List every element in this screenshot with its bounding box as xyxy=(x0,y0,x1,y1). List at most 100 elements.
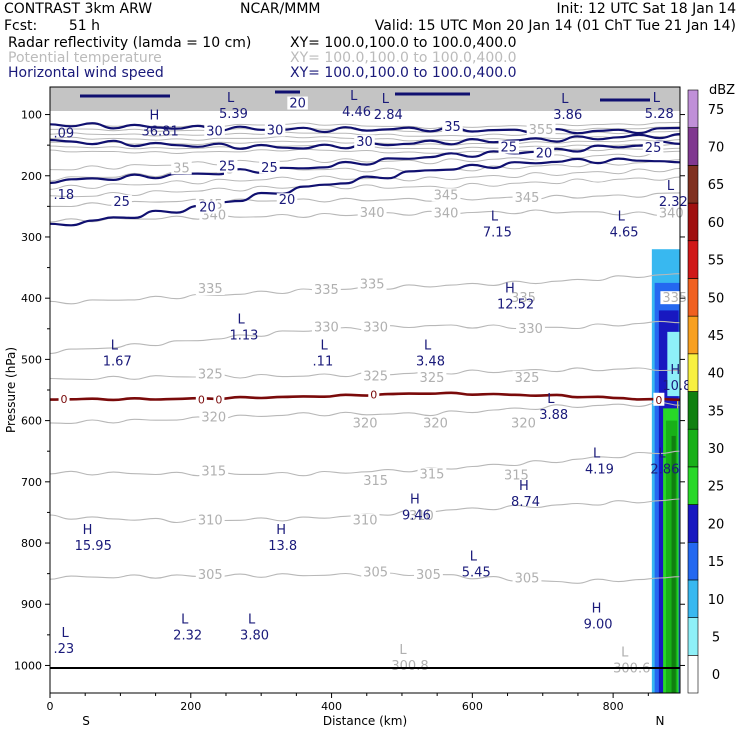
extremum-value: 1.13 xyxy=(229,329,258,344)
colorbar-level-label: 45 xyxy=(708,329,725,344)
theta-label: 35 xyxy=(173,161,190,176)
colorbar-level-label: 10 xyxy=(708,593,725,608)
theta-label-bg xyxy=(660,291,690,305)
extremum-type: H xyxy=(410,493,420,508)
extremum-type: L xyxy=(621,646,629,661)
extremum-value: 2.32 xyxy=(659,195,688,210)
extremum-value: 9.00 xyxy=(584,617,613,632)
legend-wind-xy: XY= 100.0,100.0 to 100.0,400.0 xyxy=(290,65,517,81)
colorbar-level-label: 0 xyxy=(712,668,720,683)
theta-label-bg xyxy=(526,122,556,136)
extremum-type: L xyxy=(350,89,358,104)
theta-label-bg xyxy=(195,367,225,381)
colorbar-level-label: 75 xyxy=(708,103,725,118)
x-tick-label: 800 xyxy=(603,700,624,713)
extremum-type: L xyxy=(248,613,256,628)
y-tick-label: 100 xyxy=(21,109,42,122)
colorbar-level-label: 25 xyxy=(708,480,725,495)
theta-label: 325 xyxy=(420,371,445,386)
wind-label-bg xyxy=(216,159,238,173)
y-tick-label: 200 xyxy=(21,170,42,183)
extremum-value: .23 xyxy=(54,642,75,657)
extremum-value: 5.45 xyxy=(462,565,491,580)
extremum-type: L xyxy=(62,626,70,641)
theta-label: 315 xyxy=(504,469,529,484)
theta-label: 345 xyxy=(515,191,540,206)
theta-contour xyxy=(50,122,680,130)
legend-reflectivity-xy: XY= 100.0,100.0 to 100.0,400.0 xyxy=(290,35,517,51)
extremum-type: H xyxy=(592,601,602,616)
wind-label: 25 xyxy=(261,161,278,176)
reflectivity-band xyxy=(671,435,676,693)
y-tick-label: 600 xyxy=(21,415,42,428)
theta-label-bg xyxy=(171,161,192,175)
wind-label: 20 xyxy=(199,201,216,216)
wind-label-bg xyxy=(276,193,298,207)
extremum-type: H xyxy=(505,281,515,296)
legend-theta-xy: XY= 100.0,100.0 to 100.0,400.0 xyxy=(290,50,517,66)
wind-label: 30 xyxy=(267,123,284,138)
extremum-type: L xyxy=(470,549,478,564)
wind-contour xyxy=(50,122,680,135)
extremum-value: 4.65 xyxy=(610,226,639,241)
theta-label: 305 xyxy=(198,568,223,583)
extremum-type: H xyxy=(83,523,93,538)
colorbar-level-label: 60 xyxy=(708,216,725,231)
wind-label-bg xyxy=(287,96,308,110)
theta-label-bg xyxy=(199,410,229,424)
y-tick-label: 900 xyxy=(21,598,42,611)
wind-label-bg xyxy=(642,141,664,155)
theta-label-bg xyxy=(361,565,391,579)
colorbar-level-label: 5 xyxy=(712,630,720,645)
freezing-label: 0 xyxy=(215,393,222,406)
extremum-value: 1.67 xyxy=(103,354,132,369)
wind-label: 25 xyxy=(219,160,236,175)
x-tick-label: 400 xyxy=(321,700,342,713)
extremum-value: .18 xyxy=(54,188,75,203)
y-tick-label: 300 xyxy=(21,231,42,244)
freezing-label-bg xyxy=(653,392,665,406)
extremum-type: L xyxy=(593,447,601,462)
wind-label: 20 xyxy=(536,147,553,162)
theta-label: 320 xyxy=(353,417,378,432)
colorbar-level-label: 65 xyxy=(708,178,725,193)
colorbar-level-label: 55 xyxy=(708,254,725,269)
y-tick-label: 1000 xyxy=(14,659,42,672)
theta-label: 345 xyxy=(434,188,459,203)
theta-label-bg xyxy=(417,370,447,384)
extremum-value: 5.39 xyxy=(219,107,248,122)
theta-label: 310 xyxy=(198,513,223,528)
theta-label: 330 xyxy=(518,322,543,337)
colorbar-swatch xyxy=(687,278,699,317)
extremum-value: 4.46 xyxy=(342,105,371,120)
wind-label-bg xyxy=(204,124,225,138)
theta-label: 330 xyxy=(314,321,339,336)
contour-labels: 3453453453403403403403353353353353353303… xyxy=(54,89,692,676)
theta-label: 335 xyxy=(360,278,385,293)
wind-label-bg xyxy=(442,119,463,133)
upper-theta-band xyxy=(50,87,680,111)
extremum-type: L xyxy=(382,92,390,107)
colorbar-swatch xyxy=(687,655,699,694)
theta-label: 340 xyxy=(360,206,385,221)
reflectivity-column xyxy=(651,249,680,693)
colorbar-level-label: 50 xyxy=(708,291,725,306)
y-tick-label: 800 xyxy=(21,537,42,550)
theta-label: 315 xyxy=(201,464,226,479)
theta-label-bg xyxy=(350,513,380,527)
theta-label-bg xyxy=(509,416,538,430)
extremum-type: H xyxy=(276,523,286,538)
colorbar-swatch xyxy=(687,165,699,204)
theta-label: 335 xyxy=(511,291,536,306)
theta-contour xyxy=(50,401,680,424)
extremum-value: 300.8 xyxy=(391,659,428,674)
theta-label-bg xyxy=(431,188,461,202)
colorbar-swatch xyxy=(687,579,699,618)
wind-label: 25 xyxy=(501,141,518,156)
extremum-value: 4.19 xyxy=(585,463,614,478)
extremum-value: 8.74 xyxy=(511,495,540,510)
wind-label-bg xyxy=(197,200,218,214)
colorbar-swatch xyxy=(687,541,699,581)
theta-label-bg xyxy=(361,369,391,383)
